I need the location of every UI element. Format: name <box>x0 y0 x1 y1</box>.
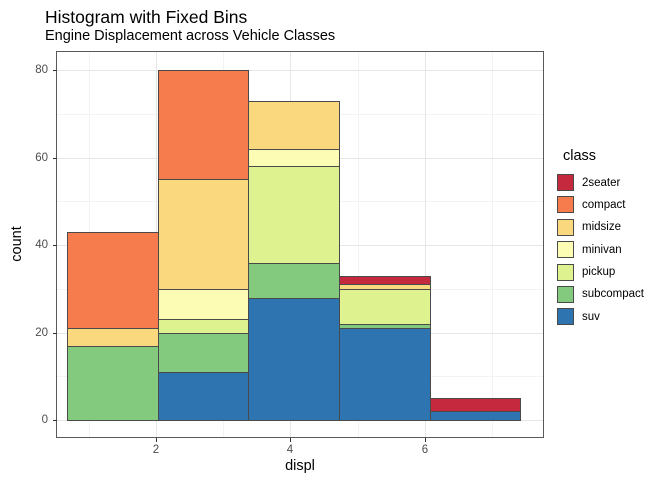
bar-segment-pickup <box>339 289 431 324</box>
legend-swatch <box>557 196 574 214</box>
legend-key-subcompact: subcompact <box>557 285 645 303</box>
y-tick-label: 40 <box>35 239 48 251</box>
legend-key-2seater: 2seater <box>557 174 644 191</box>
gridline-major <box>425 52 426 437</box>
x-tick-mark <box>156 438 157 442</box>
chart-title: Histogram with Fixed Bins <box>45 7 248 27</box>
legend-label: minivan <box>582 243 622 256</box>
x-tick-mark <box>425 438 426 442</box>
plot-panel <box>56 51 544 438</box>
bar-segment-pickup <box>158 319 249 333</box>
x-axis-label: displ <box>285 458 315 474</box>
legend-label: 2seater <box>582 176 621 189</box>
bar-segment-midsize <box>248 101 340 149</box>
bar-segment-suv <box>339 328 431 421</box>
legend-rows: 2seater compact midsize minivan pickup subcom… <box>557 174 645 326</box>
legend-key-pickup: pickup <box>557 263 644 281</box>
bar-segment-minivan <box>248 149 340 166</box>
bar-segment-2seater <box>430 398 521 411</box>
y-tick-mark <box>53 158 57 159</box>
y-tick-label: 20 <box>35 327 48 339</box>
y-tick-mark <box>53 420 57 421</box>
bar-segment-compact <box>67 232 159 328</box>
legend-label: compact <box>582 198 626 211</box>
legend-swatch <box>557 308 574 326</box>
bar-segment-compact <box>158 70 249 179</box>
y-tick-label: 60 <box>35 152 48 164</box>
legend-key-midsize: midsize <box>557 218 644 236</box>
gridline-minor <box>492 52 493 437</box>
bar-segment-minivan <box>158 289 249 319</box>
bar-segment-suv <box>158 372 249 421</box>
y-tick-label: 80 <box>35 64 48 76</box>
y-axis-label: count <box>9 226 25 262</box>
legend-swatch <box>557 285 574 303</box>
y-tick-mark <box>53 245 57 246</box>
legend-label: pickup <box>582 266 616 279</box>
bar-segment-pickup <box>248 166 340 263</box>
y-tick-label: 0 <box>41 414 48 426</box>
bar-segment-midsize <box>67 328 159 346</box>
x-tick-mark <box>290 438 291 442</box>
bar-segment-midsize <box>158 179 249 289</box>
legend-label: subcompact <box>582 288 645 301</box>
bar-segment-subcompact <box>248 263 340 298</box>
bar-segment-suv <box>430 411 521 421</box>
legend-title: class <box>563 148 597 164</box>
x-tick-label: 2 <box>152 444 160 456</box>
legend-key-compact: compact <box>557 196 644 214</box>
bar-segment-subcompact <box>67 346 159 421</box>
bar-segment-2seater <box>339 276 431 284</box>
legend-swatch <box>557 218 574 236</box>
gridline-minor <box>358 52 359 437</box>
x-tick-label: 6 <box>421 444 429 456</box>
bar-segment-suv <box>248 298 340 421</box>
y-tick-mark <box>53 70 57 71</box>
x-tick-label: 4 <box>286 444 294 456</box>
y-tick-mark <box>53 333 57 334</box>
legend-label: midsize <box>582 221 621 234</box>
bar-segment-subcompact <box>339 324 431 328</box>
legend-key-minivan: minivan <box>557 241 644 259</box>
bar-segment-subcompact <box>158 333 249 372</box>
bar-segment-midsize <box>339 284 431 289</box>
chart-subtitle: Engine Displacement across Vehicle Class… <box>45 28 336 44</box>
legend-label: suv <box>582 310 600 323</box>
legend-swatch <box>557 241 574 259</box>
legend-swatch <box>557 174 574 191</box>
gridline-major <box>57 70 543 71</box>
legend-swatch <box>557 263 574 281</box>
legend: class 2seater compact midsize minivan pickup… <box>557 148 644 331</box>
legend-key-suv: suv <box>557 308 644 326</box>
